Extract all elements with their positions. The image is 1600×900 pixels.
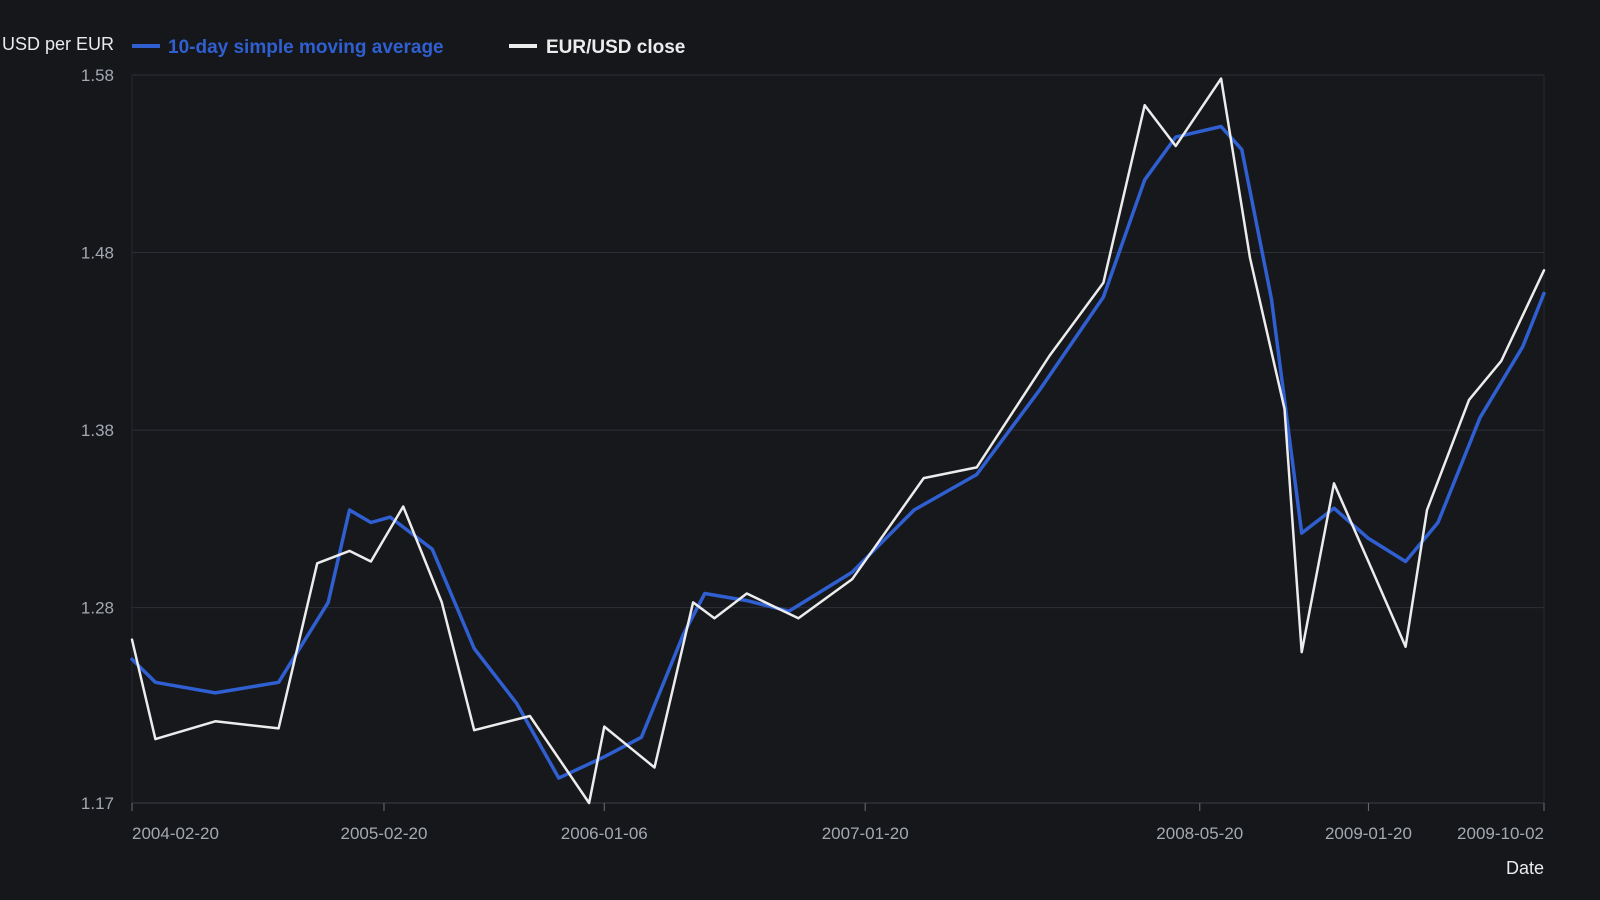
legend-item-close[interactable]: EUR/USD close <box>509 37 685 58</box>
x-tick-label: 2009-10-02 <box>1457 824 1544 843</box>
series-line-close <box>130 77 1546 805</box>
x-tick-label: 2004-02-20 <box>132 824 219 843</box>
series-lines <box>130 77 1546 805</box>
y-tick-label: 1.48 <box>81 244 114 263</box>
legend-label-sma: 10-day simple moving average <box>168 37 444 58</box>
y-axis-title: USD per EUR <box>2 34 114 54</box>
x-tick-label: 2008-05-20 <box>1156 824 1243 843</box>
plot-area <box>131 74 1545 804</box>
legend: 10-day simple moving average EUR/USD clo… <box>132 37 685 58</box>
x-tick-label: 2009-01-20 <box>1325 824 1412 843</box>
x-tick-label: 2005-02-20 <box>340 824 427 843</box>
y-tick-label: 1.38 <box>81 421 114 440</box>
legend-item-sma[interactable]: 10-day simple moving average <box>132 37 444 58</box>
series-line-sma <box>130 124 1546 780</box>
x-tick-label: 2007-01-20 <box>822 824 909 843</box>
y-tick-label: 1.58 <box>81 66 114 85</box>
y-axis: 1.17 1.28 1.38 1.48 1.58 <box>81 66 114 813</box>
y-tick-label: 1.17 <box>81 794 114 813</box>
legend-label-close: EUR/USD close <box>546 37 685 58</box>
x-axis: 2004-02-20 2005-02-20 2006-01-06 2007-01-20… <box>131 802 1545 843</box>
y-tick-label: 1.28 <box>81 599 114 618</box>
x-axis-title: Date <box>1506 858 1544 878</box>
x-tick-label: 2006-01-06 <box>561 824 648 843</box>
